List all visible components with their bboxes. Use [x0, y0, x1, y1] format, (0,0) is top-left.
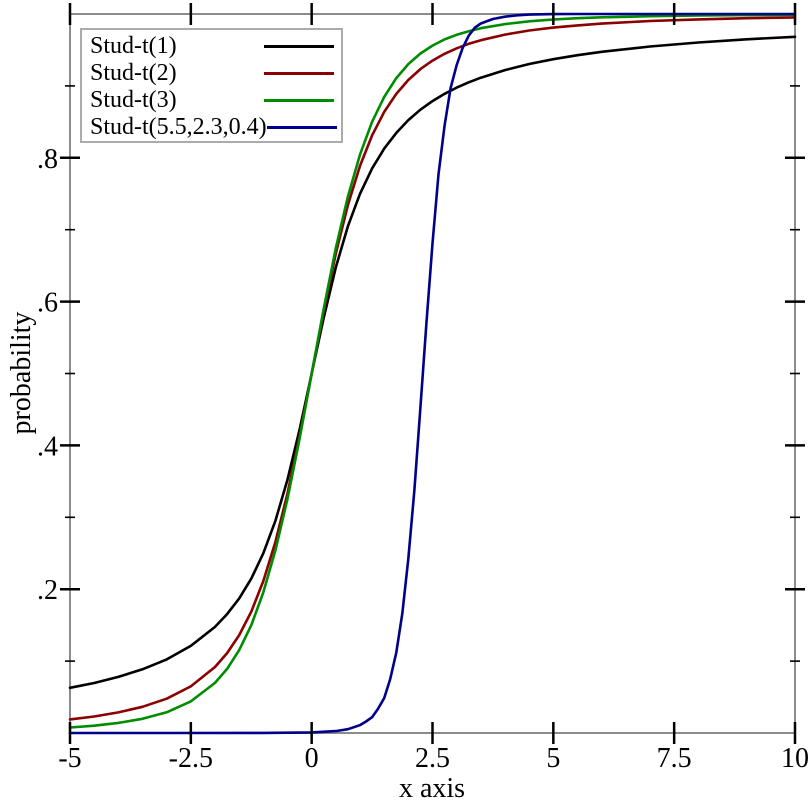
x-tick-label: 2.5 — [415, 743, 450, 774]
legend-item: Stud-t(5.5,2.3,0.4) — [90, 114, 337, 141]
curve-stud-t-5-5-2-3-0-4 — [68, 12, 797, 735]
legend-item: Stud-t(1) — [90, 33, 334, 60]
y-tick-label: .2 — [37, 575, 58, 606]
x-tick-label: -2.5 — [169, 743, 213, 774]
plot-area: -5 -2.5 0 2.5 5 7.5 10 .2 .4 .6 .8 — [37, 3, 809, 774]
curve-stud-t-2 — [68, 16, 797, 721]
legend: Stud-t(1) Stud-t(2) Stud-t(3) Stud-t(5.5… — [80, 28, 343, 143]
legend-label: Stud-t(3) — [90, 87, 177, 113]
legend-swatch-line — [264, 45, 334, 48]
legend-swatch-line — [264, 99, 334, 102]
x-tick-label: 10 — [781, 743, 809, 774]
legend-label: Stud-t(1) — [90, 33, 177, 59]
y-tick-label: .6 — [37, 288, 58, 319]
x-tick-label: 0 — [305, 743, 319, 774]
x-tick-label: -5 — [58, 743, 81, 774]
legend-label: Stud-t(5.5,2.3,0.4) — [90, 114, 267, 140]
legend-swatch-line — [264, 72, 334, 75]
legend-swatch-line — [266, 126, 337, 129]
legend-label: Stud-t(2) — [90, 60, 177, 86]
curve-stud-t-3 — [68, 13, 797, 729]
x-axis-title: x axis — [399, 773, 465, 804]
x-tick-label: 5 — [546, 743, 560, 774]
y-tick-label: .4 — [37, 431, 58, 462]
x-tick-label: 7.5 — [657, 743, 692, 774]
legend-item: Stud-t(3) — [90, 87, 334, 114]
curve-stud-t-1 — [68, 35, 797, 690]
y-axis-title: probability — [6, 312, 37, 435]
legend-item: Stud-t(2) — [90, 60, 334, 87]
y-tick-label: .8 — [37, 144, 58, 175]
